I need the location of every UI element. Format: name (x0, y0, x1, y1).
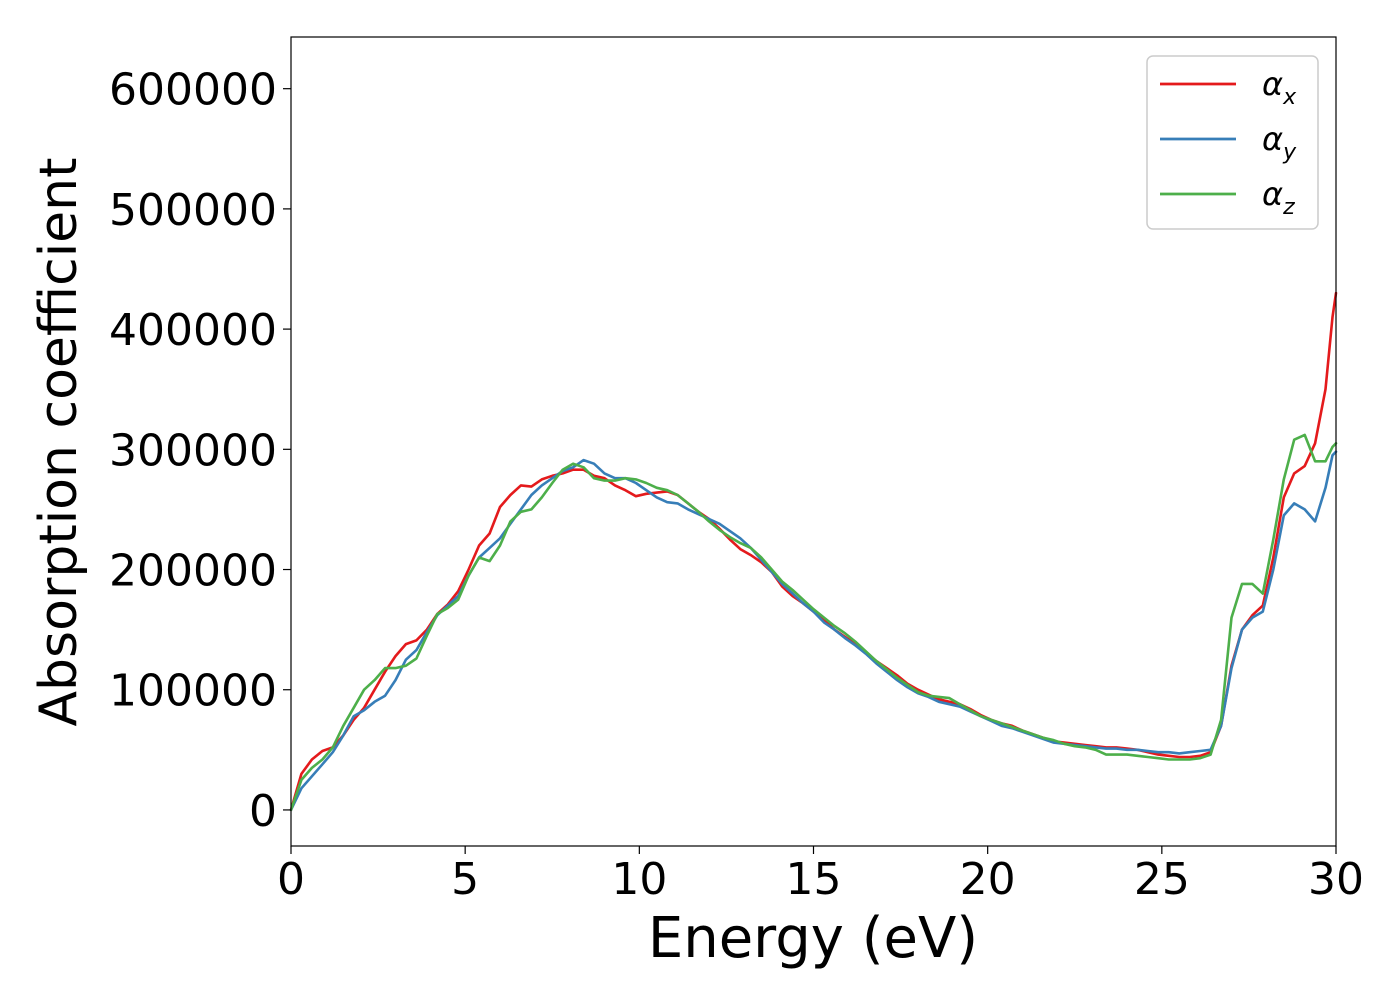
x-tick-label: 30 (1308, 854, 1364, 905)
y-tick-label: 600000 (109, 65, 277, 116)
x-axis-title: Energy (eV) (648, 906, 978, 971)
x-tick-label: 10 (611, 854, 667, 905)
x-tick-label: 25 (1134, 854, 1190, 905)
y-tick-label: 200000 (109, 546, 277, 597)
x-tick-label: 15 (786, 854, 842, 905)
y-axis-title: Absorption coefficient (29, 157, 89, 726)
x-tick-label: 0 (277, 854, 305, 905)
y-tick-label: 0 (249, 786, 277, 837)
y-tick-label: 400000 (109, 305, 277, 356)
x-tick-label: 5 (451, 854, 479, 905)
y-tick-label: 500000 (109, 185, 277, 236)
y-tick-label: 100000 (109, 666, 277, 717)
absorption-line-chart: 0 5 10 15 20 25 30 0 100000 200000 300000 400000 50… (0, 0, 1400, 1000)
chart: 0 5 10 15 20 25 30 0 100000 200000 300000 400000 50… (0, 0, 1400, 1000)
y-tick-label: 300000 (109, 425, 277, 476)
x-tick-label: 20 (960, 854, 1016, 905)
